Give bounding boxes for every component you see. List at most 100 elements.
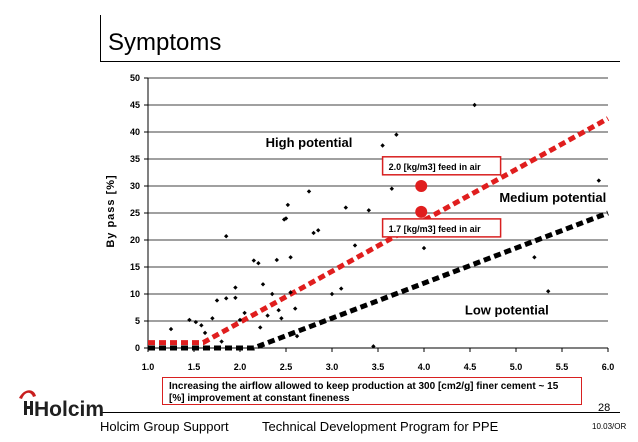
- region-label: High potential: [266, 135, 353, 150]
- annotation-box: 1.7 [kg/m3] feed in air: [381, 218, 502, 238]
- region-label: Low potential: [465, 303, 549, 318]
- scatter-point: [288, 255, 293, 260]
- scatter-point: [316, 228, 321, 233]
- y-tick-label: 10: [130, 289, 140, 299]
- annotation-frame: [381, 156, 502, 176]
- x-tick-label: 1.5: [188, 362, 201, 372]
- page-number: 28: [598, 402, 611, 414]
- scatter-point: [306, 189, 312, 194]
- scatter-point: [251, 258, 256, 263]
- scatter-point: [242, 310, 247, 316]
- scatter-point: [339, 286, 344, 291]
- potential-lines: [148, 116, 610, 351]
- title-divider-horizontal: [100, 61, 620, 62]
- scatter-point: [202, 330, 208, 336]
- scatter-point: [421, 245, 427, 251]
- scatter-point: [270, 291, 275, 297]
- tick-labels: 1.0 1.5 2.0 2.5 3.0 3.5 4.0 4.5 5.0 5.5 6.0 0 5 10 15 2…: [130, 73, 614, 372]
- scatter-point: [237, 317, 243, 323]
- x-tick-label: 5.0: [510, 362, 523, 372]
- scatter-point: [258, 325, 263, 330]
- scatter-points: [168, 102, 601, 349]
- highlight-markers: [415, 180, 428, 218]
- document-code: 10.03/OR: [592, 422, 627, 431]
- y-tick-label: 30: [130, 181, 140, 191]
- x-tick-label: 6.0: [602, 362, 615, 372]
- annotations: 2.0 [kg/m3] feed in air 1.7 [kg/m3] feed …: [266, 135, 607, 317]
- scatter-point: [224, 234, 229, 239]
- scatter-point: [193, 319, 199, 325]
- scatter-point: [288, 290, 293, 295]
- x-tick-label: 3.0: [326, 362, 339, 372]
- scatter-point: [276, 308, 281, 313]
- x-tick-label: 2.0: [234, 362, 247, 372]
- scatter-point: [260, 282, 266, 287]
- scatter-point: [293, 306, 298, 311]
- y-tick-label: 35: [130, 154, 140, 164]
- footer-left-text: Holcim Group Support: [100, 419, 229, 434]
- scatter-point: [256, 261, 261, 266]
- scatter-point: [224, 296, 229, 301]
- region-label: Medium potential: [499, 190, 606, 205]
- scatter-point: [265, 313, 270, 318]
- axes: [144, 77, 609, 352]
- scatter-point: [199, 323, 204, 328]
- y-tick-label: 25: [130, 208, 140, 218]
- scatter-point: [285, 202, 291, 208]
- y-tick-label: 0: [135, 343, 140, 353]
- x-tick-label: 1.0: [142, 362, 155, 372]
- y-tick-label: 40: [130, 127, 140, 137]
- scatter-point: [294, 333, 300, 339]
- scatter-point: [187, 317, 192, 323]
- scatter-point: [329, 291, 335, 297]
- highlight-marker: [415, 180, 428, 192]
- highlight-marker: [415, 205, 428, 218]
- y-tick-label: 5: [135, 316, 140, 326]
- x-tick-label: 2.5: [280, 362, 293, 372]
- y-tick-label: 20: [130, 235, 140, 245]
- x-tick-label: 3.5: [372, 362, 385, 372]
- scatter-point: [596, 178, 601, 183]
- y-axis-label: By pass [%]: [105, 174, 117, 247]
- scatter-point: [394, 132, 399, 137]
- scatter-point: [214, 298, 220, 303]
- scatter-point: [380, 143, 385, 148]
- improvement-note: Increasing the airflow allowed to keep p…: [162, 377, 582, 405]
- slide-title: Symptoms: [108, 29, 222, 56]
- title-divider-vertical: [100, 15, 101, 61]
- dashed-line: [148, 116, 610, 346]
- scatter-point: [366, 208, 371, 213]
- footer-divider: [100, 412, 620, 413]
- annotation-label: 1.7 [kg/m3] feed in air: [389, 224, 482, 234]
- scatter-point: [389, 186, 394, 191]
- y-tick-label: 50: [130, 73, 140, 83]
- annotation-frame: [381, 218, 502, 238]
- annotation-box: 2.0 [kg/m3] feed in air: [381, 156, 502, 176]
- scatter-point: [279, 316, 284, 321]
- scatter-point: [283, 216, 289, 221]
- scatter-point: [546, 289, 551, 294]
- scatter-point: [233, 295, 238, 300]
- scatter-point: [274, 257, 279, 263]
- scatter-point: [532, 255, 537, 260]
- holcim-logo-icon: [19, 390, 36, 415]
- scatter-point: [168, 326, 174, 332]
- x-tick-label: 4.0: [418, 362, 431, 372]
- footer-center-text: Technical Development Program for PPE: [262, 419, 499, 434]
- x-tick-label: 4.5: [464, 362, 477, 372]
- annotation-label: 2.0 [kg/m3] feed in air: [389, 162, 482, 172]
- y-tick-label: 45: [130, 100, 140, 110]
- scatter-point: [311, 230, 316, 236]
- scatter-point: [343, 205, 348, 210]
- logo-text: Holcim: [34, 398, 105, 421]
- y-tick-label: 15: [130, 262, 140, 272]
- scatter-point: [472, 102, 477, 108]
- scatter-point: [371, 344, 376, 349]
- x-tick-label: 5.5: [556, 362, 569, 372]
- dashed-line: [148, 210, 609, 351]
- scatter-point: [219, 339, 224, 344]
- scatter-point: [352, 243, 358, 248]
- scatter-point: [210, 316, 215, 321]
- scatter-point: [233, 285, 238, 290]
